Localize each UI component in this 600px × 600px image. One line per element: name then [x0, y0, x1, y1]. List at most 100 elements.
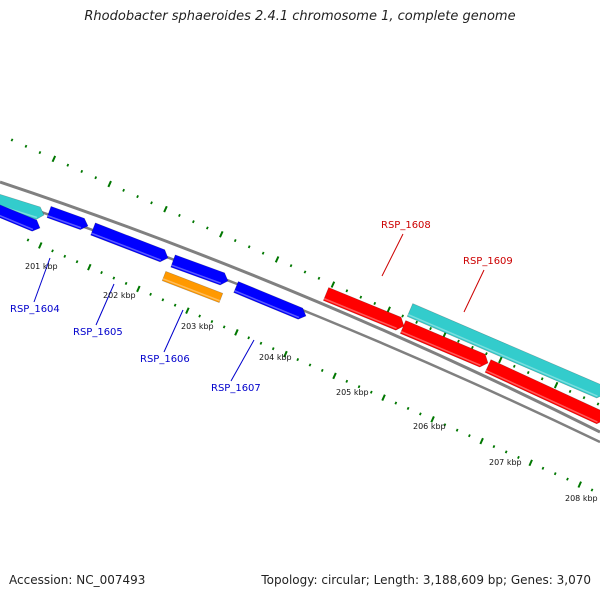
major-tick	[219, 230, 224, 238]
minor-tick	[526, 371, 530, 375]
gene-shading	[323, 297, 397, 330]
major-tick	[553, 381, 559, 389]
major-tick	[332, 372, 337, 380]
minor-tick	[429, 327, 432, 331]
label-leader-lines	[33, 233, 485, 382]
page-title: Rhodobacter sphaeroides 2.4.1 chromosome…	[84, 9, 516, 24]
gene-arrow-icon[interactable]	[170, 254, 229, 286]
scale-label: 204 kbp	[259, 353, 292, 362]
gene-arrow-icon[interactable]	[322, 287, 405, 331]
minor-tick	[222, 325, 226, 329]
major-tick	[163, 205, 168, 213]
major-tick	[51, 155, 57, 163]
scale-label: 206 kbp	[413, 422, 446, 431]
gene-label-rsp-1609[interactable]: RSP_1609	[463, 256, 513, 267]
minor-tick	[136, 195, 139, 199]
accession-number: Accession: NC_007493	[9, 573, 146, 587]
minor-tick	[100, 271, 103, 275]
scale-label: 207 kbp	[489, 458, 522, 467]
minor-tick	[359, 295, 363, 299]
minor-tick	[63, 254, 67, 258]
gene-arrow-icon[interactable]	[0, 202, 41, 232]
minor-tick	[124, 281, 128, 286]
minor-tick	[406, 406, 410, 411]
minor-tick	[150, 201, 153, 205]
scale-label: 208 kbp	[565, 494, 598, 503]
minor-tick	[345, 289, 349, 293]
minor-tick	[80, 169, 84, 173]
gene-block-icon[interactable]	[161, 270, 224, 304]
major-tick	[577, 481, 582, 488]
major-tick	[386, 306, 391, 314]
minor-tick	[198, 314, 202, 318]
gene-label-rsp-1607[interactable]: RSP_1607	[211, 383, 261, 394]
minor-tick	[66, 163, 70, 167]
scale-label: 205 kbp	[336, 388, 369, 397]
minor-tick	[590, 488, 594, 492]
minor-tick	[75, 260, 79, 264]
minor-tick	[415, 320, 418, 324]
minor-tick	[303, 270, 307, 274]
minor-tick	[345, 379, 349, 383]
minor-tick	[485, 352, 488, 356]
minor-tick	[443, 423, 447, 427]
minor-tick	[247, 336, 251, 340]
minor-tick	[205, 226, 209, 230]
gene-shading	[485, 369, 598, 423]
label-leader-line	[381, 233, 404, 277]
minor-tick	[296, 358, 300, 362]
gene-arrow-icon[interactable]	[399, 320, 489, 368]
gene-arrow-icon[interactable]	[233, 281, 307, 320]
minor-tick	[517, 455, 520, 459]
minor-tick	[10, 138, 14, 142]
major-tick	[479, 437, 484, 445]
major-tick	[87, 263, 92, 271]
genome-topology-info: Topology: circular; Length: 3,188,609 bp…	[261, 573, 591, 587]
gene-shading	[407, 313, 598, 397]
gene-shading	[171, 264, 222, 284]
minor-tick	[357, 385, 361, 389]
minor-tick	[582, 396, 586, 400]
minor-tick	[457, 339, 460, 343]
minor-tick	[289, 264, 293, 268]
minor-tick	[540, 377, 544, 381]
gene-label-rsp-1608[interactable]: RSP_1608	[381, 220, 431, 231]
minor-tick	[24, 144, 28, 148]
minor-tick	[38, 151, 42, 155]
minor-tick	[320, 368, 324, 372]
minor-tick	[94, 176, 98, 180]
minor-tick	[122, 188, 125, 192]
gene-arrow-icon[interactable]	[46, 205, 89, 230]
minor-tick	[261, 251, 265, 255]
minor-tick	[566, 477, 569, 481]
gene-arrow-icon[interactable]	[90, 222, 169, 263]
gene-arrow-icon[interactable]	[484, 359, 600, 425]
minor-tick	[317, 276, 321, 280]
minor-tick	[541, 466, 545, 470]
label-leader-line	[163, 309, 184, 353]
gene-shading	[0, 214, 34, 231]
major-tick	[528, 459, 533, 467]
minor-tick	[233, 239, 237, 243]
gene-label-rsp-1604[interactable]: RSP_1604	[10, 304, 60, 315]
minor-tick	[369, 390, 373, 394]
gene-shading	[234, 290, 300, 319]
gene-shading	[162, 278, 221, 302]
minor-tick	[373, 301, 377, 305]
minor-tick	[271, 347, 275, 351]
minor-tick	[51, 249, 54, 253]
scale-label: 201 kbp	[25, 262, 58, 271]
gene-shading	[400, 330, 481, 366]
minor-tick	[504, 450, 508, 454]
major-tick	[330, 281, 336, 288]
minor-tick	[149, 292, 152, 296]
gene-label-rsp-1605[interactable]: RSP_1605	[73, 327, 123, 338]
gene-arrow-icon[interactable]	[406, 303, 600, 399]
minor-tick	[247, 245, 251, 249]
major-tick	[381, 394, 386, 401]
minor-tick	[26, 238, 30, 242]
gene-label-rsp-1606[interactable]: RSP_1606	[140, 354, 190, 365]
minor-tick	[468, 434, 471, 438]
